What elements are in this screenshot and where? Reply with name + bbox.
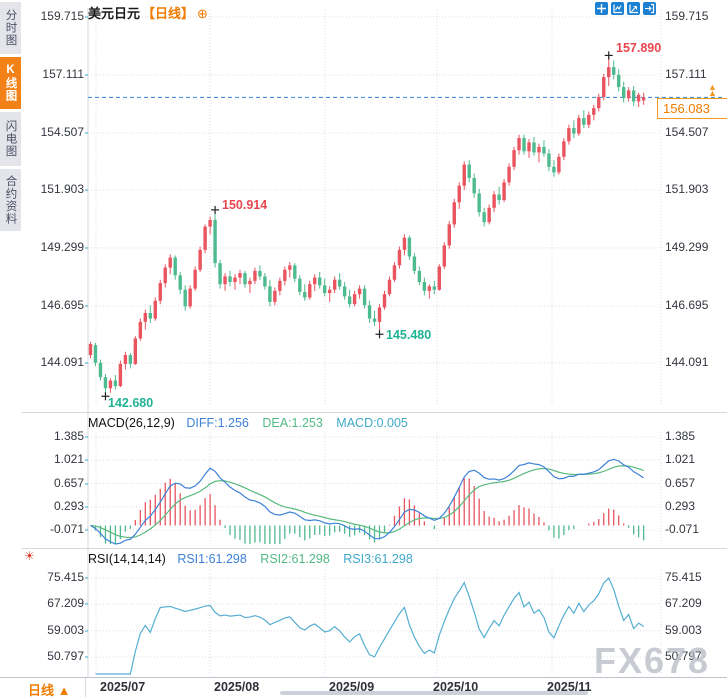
x-axis-label: 2025/10 (433, 680, 479, 694)
rsi1-value: RSI1:61.298 (177, 552, 247, 566)
sidebar-tab-kline[interactable]: K线图 (0, 57, 21, 109)
crosshair-move-icon[interactable] (595, 2, 608, 15)
rsi-axis-label: 67.209 (47, 596, 84, 610)
indicator-panel-alt-icon[interactable] (627, 2, 640, 15)
rsi3-value: RSI3:61.298 (343, 552, 413, 566)
macd-dea-value: DEA:1.253 (262, 416, 323, 430)
price-axis-label: 149.299 (665, 240, 709, 254)
sidebar: 分时图 K线图 闪电图 合约资料 (0, 0, 22, 697)
x-axis-label: 2025/08 (214, 680, 260, 694)
annotation-low-142680: 142.680 (108, 396, 154, 410)
last-price-box: 156.083 (657, 98, 727, 119)
price-axis-label: 146.695 (40, 298, 84, 312)
price-up-arrow-icon: ▲ ▲ (708, 82, 717, 98)
macd-name: MACD(26,12,9) (88, 416, 175, 430)
annotation-low-145480: 145.480 (386, 328, 432, 342)
x-axis-label: 2025/09 (329, 680, 375, 694)
rsi2-value: RSI2:61.298 (260, 552, 330, 566)
sidebar-tab-lightning[interactable]: 闪电图 (0, 112, 21, 166)
chart-title: 美元日元 【日线】 ⊕ (88, 3, 208, 22)
price-axis-label: 144.091 (665, 355, 709, 369)
watermark-logo: FX678 (594, 640, 711, 681)
horizontal-scrollbar-thumb[interactable] (280, 691, 588, 695)
price-axis-label: 157.111 (42, 67, 84, 81)
rsi-axis-label: 50.797 (47, 649, 84, 663)
rsi-axis-label: 75.415 (47, 570, 84, 584)
price-axis-label: 159.715 (40, 9, 84, 23)
rsi-name: RSI(14,14,14) (88, 552, 166, 566)
rsi-axis-label: 59.003 (665, 623, 702, 637)
x-axis-label: 2025/11 (547, 680, 592, 694)
macd-axis-label: 1.385 (665, 429, 696, 443)
rsi-axis-label: 67.209 (665, 596, 702, 610)
chart-toolbar (595, 2, 656, 15)
x-axis-label: 2025/07 (100, 680, 146, 694)
symbol-name: 美元日元 (88, 6, 141, 21)
macd-axis-label: 0.657 (665, 476, 696, 490)
macd-axis-label: 1.021 (53, 452, 84, 466)
price-axis-label: 151.903 (40, 182, 84, 196)
period-dropdown-button[interactable]: 日线 ▲ (28, 683, 71, 697)
macd-axis-label: -0.071 (49, 522, 84, 536)
macd-header: MACD(26,12,9) DIFF:1.256 DEA:1.253 MACD:… (88, 416, 408, 430)
sidebar-tab-contract-info[interactable]: 合约资料 (0, 169, 21, 231)
exit-chart-icon[interactable] (643, 2, 656, 15)
sidebar-tab-time-share[interactable]: 分时图 (0, 2, 21, 54)
rsi-axis-label: 75.415 (665, 570, 702, 584)
divider (85, 678, 86, 697)
macd-axis-label: 0.657 (53, 476, 84, 490)
rsi-header: RSI(14,14,14) RSI1:61.298 RSI2:61.298 RS… (88, 552, 413, 566)
macd-axis-label: 0.293 (665, 499, 696, 513)
price-axis-label: 149.299 (40, 240, 84, 254)
annotation-high-157890: 157.890 (616, 41, 662, 55)
price-axis-label: 157.111 (665, 67, 707, 81)
price-axis-label: 154.507 (40, 125, 84, 139)
rsi-axis-label: 50.797 (665, 649, 702, 663)
annotation-high-150914: 150.914 (222, 198, 268, 212)
price-axis-label: 144.091 (40, 355, 84, 369)
price-axis-label: 151.903 (665, 182, 709, 196)
indicator-panel-icon[interactable] (611, 2, 624, 15)
add-compare-icon[interactable]: ⊕ (197, 6, 208, 21)
price-axis-label: 159.715 (665, 9, 709, 23)
hotspot-sun-icon[interactable]: ☀ (24, 549, 35, 563)
macd-axis-label: 1.385 (53, 429, 84, 443)
macd-diff-value: DIFF:1.256 (186, 416, 249, 430)
period-tag: 【日线】 (142, 6, 195, 21)
macd-axis-label: 0.293 (53, 499, 84, 513)
rsi-axis-label: 59.003 (47, 623, 84, 637)
price-axis-label: 154.507 (665, 125, 709, 139)
macd-axis-label: 1.021 (665, 452, 696, 466)
macd-bar-value: MACD:0.005 (336, 416, 408, 430)
price-axis-label: 146.695 (665, 298, 709, 312)
macd-axis-label: -0.071 (665, 522, 700, 536)
